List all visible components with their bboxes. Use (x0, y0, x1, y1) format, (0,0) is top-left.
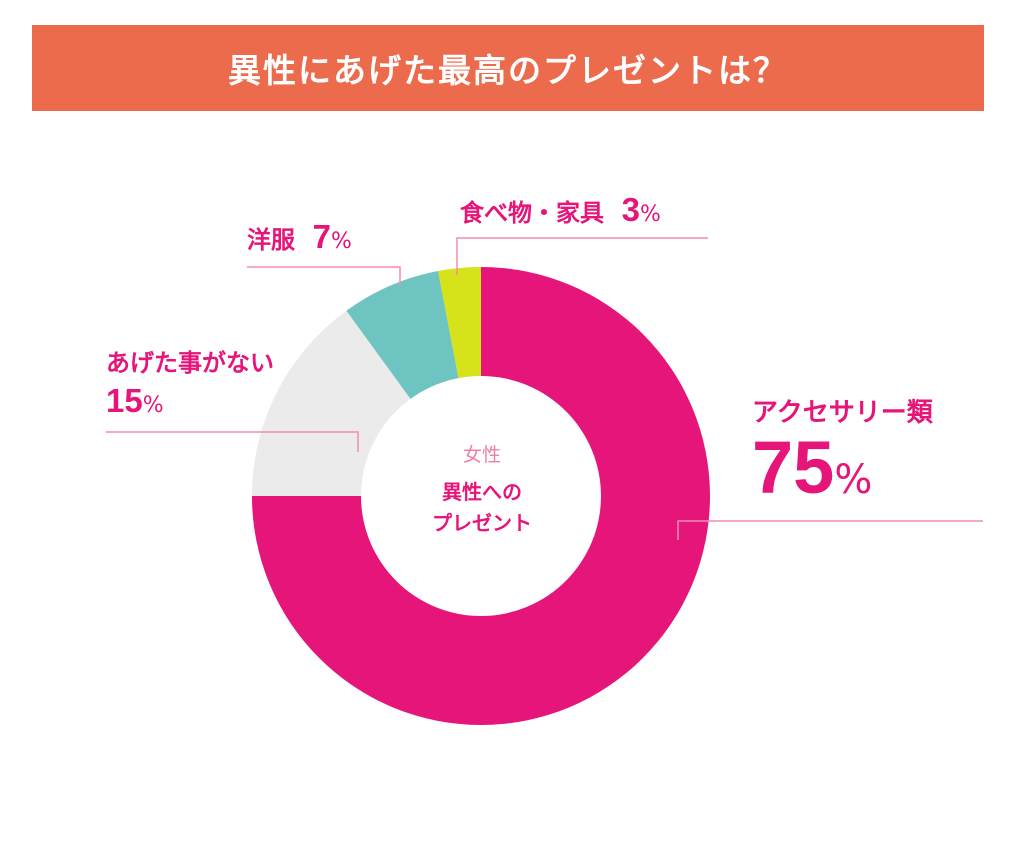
title-banner: 異性にあげた最高のプレゼントは？ (32, 25, 984, 111)
slice-value: 3 (621, 191, 640, 228)
center-main-line2: プレゼント (432, 511, 532, 535)
label-accessory: アクセサリー類 75% (752, 392, 933, 510)
slice-unit: % (834, 457, 873, 503)
leader-food-furniture (456, 237, 708, 275)
label-clothes: 洋服 7% (247, 218, 352, 256)
leader-never-gave (106, 431, 359, 452)
center-label: 女性 異性への プレゼント (362, 440, 602, 539)
slice-name: 食べ物・家具 (460, 199, 604, 227)
slice-name: 洋服 (247, 226, 295, 254)
chart-title: 異性にあげた最高のプレゼントは？ (228, 51, 788, 90)
slice-unit: % (330, 229, 352, 254)
center-sub-label: 女性 (462, 444, 501, 466)
center-main-line1: 異性への (442, 480, 522, 504)
leader-accessory (677, 520, 983, 540)
slice-value: 75 (752, 426, 835, 509)
slice-name: あげた事がない (106, 349, 274, 377)
leader-clothes (247, 266, 401, 286)
slice-name: アクセサリー類 (752, 398, 933, 428)
slice-unit: % (639, 202, 661, 227)
slice-unit: % (142, 393, 164, 418)
donut-hole (361, 376, 601, 616)
slice-value: 15 (106, 382, 143, 419)
label-food-furniture: 食べ物・家具 3% (460, 191, 661, 229)
slice-value: 7 (312, 218, 331, 255)
label-never-gave: あげた事がない 15% (106, 343, 274, 420)
